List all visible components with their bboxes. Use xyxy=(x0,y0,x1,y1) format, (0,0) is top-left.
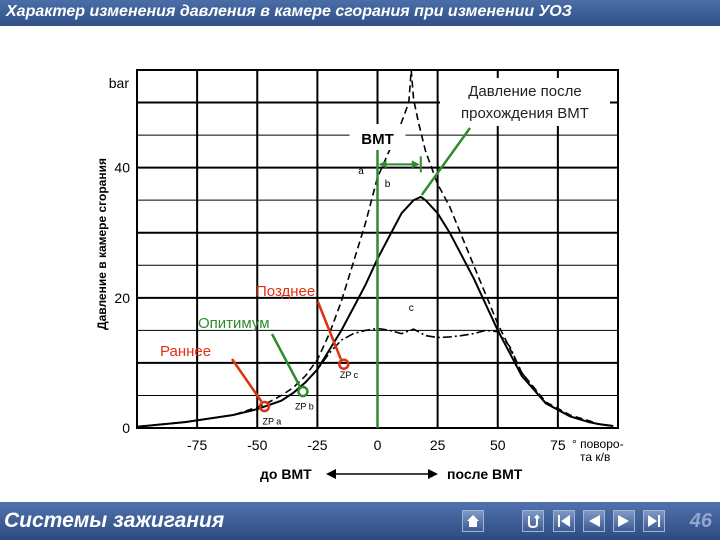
x-tick-label: 50 xyxy=(490,437,506,453)
tdc-label-box xyxy=(349,124,406,150)
early-label: Раннее xyxy=(160,343,211,360)
before-tdc-label: до ВМТ xyxy=(260,466,312,482)
series-curve-b xyxy=(136,195,614,428)
first-slide-icon xyxy=(558,515,570,527)
y-tick-label: 40 xyxy=(114,160,130,176)
y-axis-title: Давление в камере сгорания xyxy=(95,158,109,330)
x-tick-label: -75 xyxy=(187,437,207,453)
x-tick-label: 75 xyxy=(550,437,566,453)
last-slide-icon xyxy=(648,515,660,527)
y-tick-label: 0 xyxy=(122,420,130,436)
x-tick-label: -50 xyxy=(247,437,267,453)
arrow-left-icon xyxy=(378,160,387,169)
return-button[interactable] xyxy=(522,510,544,532)
return-icon xyxy=(528,514,540,529)
x-tick-label: 25 xyxy=(430,437,446,453)
optimum-pointer xyxy=(270,333,302,388)
next-slide-button[interactable] xyxy=(613,510,635,532)
early-pointer xyxy=(230,358,263,403)
ignition-point-marker xyxy=(258,400,271,413)
last-slide-button[interactable] xyxy=(643,510,665,532)
x-tick-label: 0 xyxy=(374,437,382,453)
peak-callout-box xyxy=(440,78,610,126)
peak-callout-line1: Давление после xyxy=(468,83,581,100)
late-label: Позднее xyxy=(256,283,315,300)
chart-series: a b c xyxy=(136,69,614,428)
series-label-b: b xyxy=(385,179,391,190)
home-icon xyxy=(467,515,479,527)
footer-title: Системы зажигания xyxy=(4,509,225,532)
chart-annotations: ZP a ZP b ZP c Позднее Опитимум Раннее ВМТ Давл… xyxy=(160,78,610,428)
arrow-left-icon xyxy=(326,469,336,479)
x-axis-title-line2: та к/в xyxy=(580,450,610,464)
x-axis-title-line1: ° поворо- xyxy=(572,437,624,451)
pressure-chart: -75 -50 -25 0 25 50 75 0 20 40 bar Давление в камер… xyxy=(95,69,624,482)
home-button[interactable] xyxy=(462,510,484,532)
arrow-right-icon xyxy=(428,469,438,479)
series-label-c: c xyxy=(409,303,414,314)
optimum-label: Опитимум xyxy=(198,315,270,332)
tdc-label: ВМТ xyxy=(361,131,394,148)
previous-slide-icon xyxy=(589,515,600,527)
first-slide-button[interactable] xyxy=(553,510,575,532)
ignition-point-label: ZP c xyxy=(340,370,359,380)
slide-title: Характер изменения давления в камере сго… xyxy=(6,3,572,20)
slide-footer: Системы зажигания 46 xyxy=(0,502,720,540)
series-curve-a xyxy=(136,69,614,428)
x-tick-label: -25 xyxy=(307,437,327,453)
series-label-a: a xyxy=(358,166,364,177)
y-unit-label: bar xyxy=(109,75,130,91)
y-tick-label: 20 xyxy=(114,290,130,306)
peak-callout-pointer xyxy=(420,127,472,196)
ignition-point-marker xyxy=(338,358,350,370)
ignition-point-label: ZP b xyxy=(295,402,314,412)
page-number: 46 xyxy=(689,510,712,532)
chart-axes: -75 -50 -25 0 25 50 75 0 20 40 bar Давление в камер… xyxy=(95,75,624,482)
slide-title-bar: Характер изменения давления в камере сго… xyxy=(0,0,720,26)
peak-callout-line2: прохождения ВМТ xyxy=(461,105,589,122)
next-slide-icon xyxy=(618,515,629,527)
after-tdc-label: после ВМТ xyxy=(447,466,523,482)
series-curve-c xyxy=(136,327,614,428)
arrow-right-icon xyxy=(411,160,420,169)
late-pointer xyxy=(316,301,342,360)
ignition-point-label: ZP a xyxy=(262,417,281,427)
ignition-point-marker xyxy=(297,385,309,398)
previous-slide-button[interactable] xyxy=(583,510,605,532)
